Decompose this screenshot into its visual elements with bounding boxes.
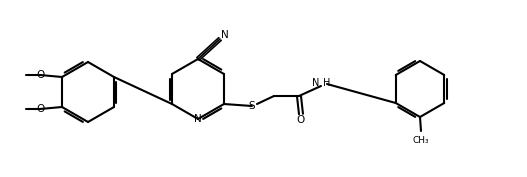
Text: O: O — [36, 70, 44, 80]
Text: N: N — [311, 78, 319, 88]
Text: O: O — [297, 115, 305, 125]
Text: H: H — [323, 78, 330, 88]
Text: CH₃: CH₃ — [413, 136, 430, 145]
Text: O: O — [36, 104, 44, 114]
Text: N: N — [221, 30, 229, 40]
Text: S: S — [249, 101, 255, 111]
Text: N: N — [194, 114, 202, 124]
